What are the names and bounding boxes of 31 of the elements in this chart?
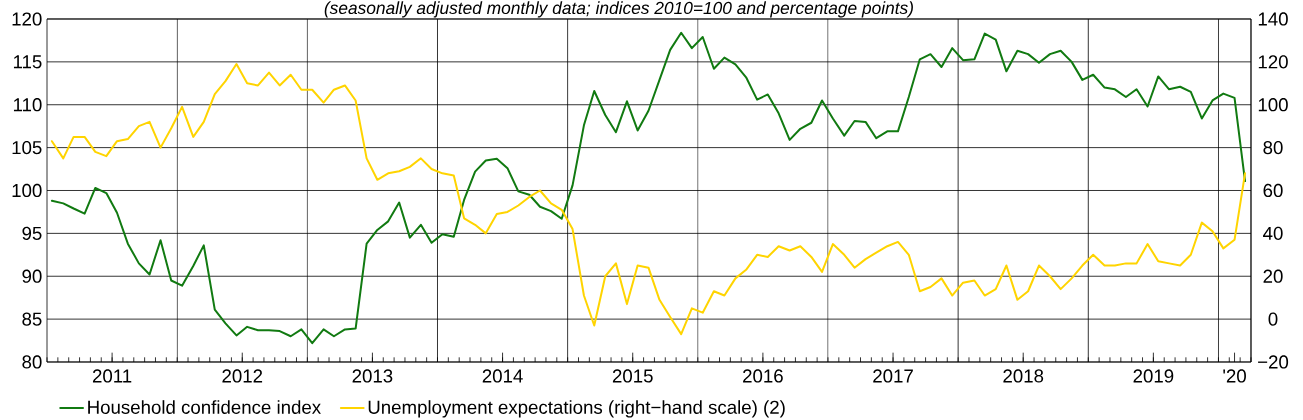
y2-tick-label: 120: [1258, 55, 1288, 69]
y-tick-label: 95: [22, 226, 42, 240]
y2-tick-label: −20: [1258, 355, 1289, 369]
y2-tick-label: 80: [1263, 140, 1283, 155]
legend-label: Household confidence index: [88, 400, 321, 414]
y2-tick-label: 60: [1263, 183, 1283, 198]
x-tick-label: 2017: [873, 369, 913, 383]
x-tick-label: 2012: [222, 369, 263, 383]
y2-tick-label: 0: [1268, 312, 1278, 326]
x-tick-label: 2019: [1133, 369, 1174, 383]
legend-label: Unemployment expectations (right−hand scale) (2): [368, 400, 785, 418]
y-tick-label: 80: [22, 355, 42, 369]
y-tick-label: 115: [13, 55, 42, 69]
chart-subtitle: (seasonally adjusted monthly data; indices 2010=100 and percentage points): [324, 1, 913, 18]
x-tick-label: 2018: [1003, 369, 1044, 383]
y2-tick-label: 20: [1263, 269, 1283, 283]
y-tick-label: 85: [22, 312, 42, 326]
x-tick-label: 2015: [612, 369, 653, 383]
y2-tick-label: 100: [1258, 98, 1288, 112]
y2-tick-label: 40: [1263, 226, 1283, 240]
x-tick-label: '20: [1223, 369, 1246, 383]
x-tick-label: 2014: [482, 369, 523, 383]
y-tick-label: 90: [22, 269, 42, 283]
y-tick-label: 105: [12, 141, 42, 155]
x-tick-label: 2011: [92, 369, 132, 383]
y2-tick-label: 140: [1258, 12, 1288, 26]
y-tick-label: 100: [12, 183, 42, 198]
x-tick-label: 2016: [743, 369, 783, 383]
x-tick-label: 2013: [352, 369, 393, 383]
y-tick-label: 110: [13, 98, 42, 112]
y-tick-label: 120: [12, 12, 42, 26]
